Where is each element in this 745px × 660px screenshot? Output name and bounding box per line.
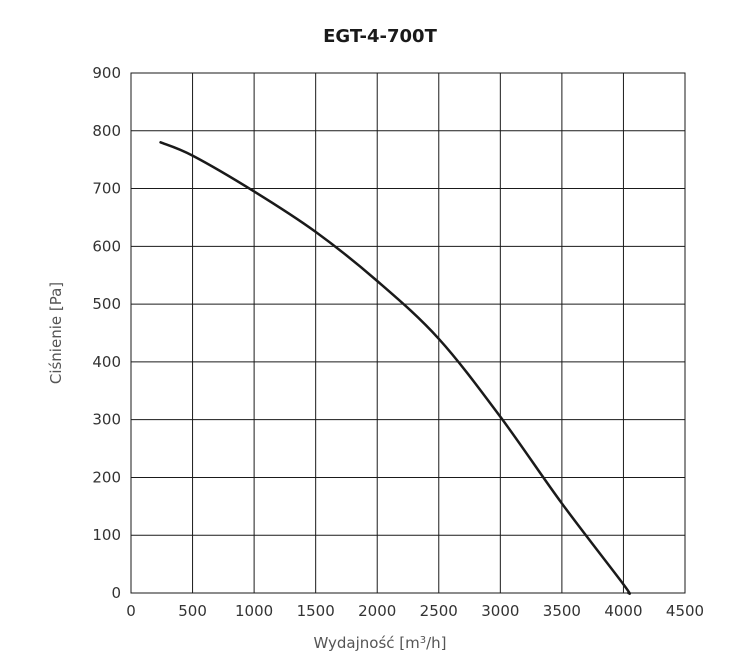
grid: [130, 72, 686, 594]
y-tick-label: 800: [92, 122, 121, 140]
x-tick-label: 3000: [481, 602, 519, 620]
y-axis-label: Ciśnienie [Pa]: [47, 282, 65, 384]
x-tick-label: 1000: [235, 602, 273, 620]
x-tick-label: 500: [178, 602, 207, 620]
y-axis-ticks: 0 100 200 300 400 500 600 700 800 900: [92, 64, 121, 602]
x-tick-label: 3500: [543, 602, 581, 620]
x-tick-label: 2500: [420, 602, 458, 620]
x-tick-label: 4000: [604, 602, 642, 620]
x-axis-ticks: 0 500 1000 1500 2000 2500 3000 3500 4000 4500: [126, 602, 704, 620]
x-tick-label: 4500: [666, 602, 704, 620]
plot-frame: [130, 72, 686, 594]
x-axis-label-sup: 3: [420, 635, 426, 646]
y-tick-label: 900: [92, 64, 121, 82]
series-group: [159, 141, 632, 595]
y-tick-label: 400: [92, 353, 121, 371]
x-tick-label: 0: [126, 602, 136, 620]
y-tick-label: 100: [92, 526, 121, 544]
y-tick-label: 700: [92, 180, 121, 198]
y-tick-label: 200: [92, 468, 121, 486]
x-axis-label: Wydajność [m3/h]: [313, 634, 446, 652]
y-tick-label: 500: [92, 295, 121, 313]
x-tick-label: 2000: [358, 602, 396, 620]
x-axis-label-base: Wydajność [m: [313, 634, 419, 652]
x-tick-label: 1500: [297, 602, 335, 620]
x-axis-label-end: /h]: [426, 634, 446, 652]
y-tick-label: 0: [111, 584, 121, 602]
chart-title: EGT-4-700T: [323, 26, 437, 47]
y-tick-label: 600: [92, 237, 121, 255]
y-tick-label: 300: [92, 411, 121, 429]
series-line: [159, 141, 632, 595]
